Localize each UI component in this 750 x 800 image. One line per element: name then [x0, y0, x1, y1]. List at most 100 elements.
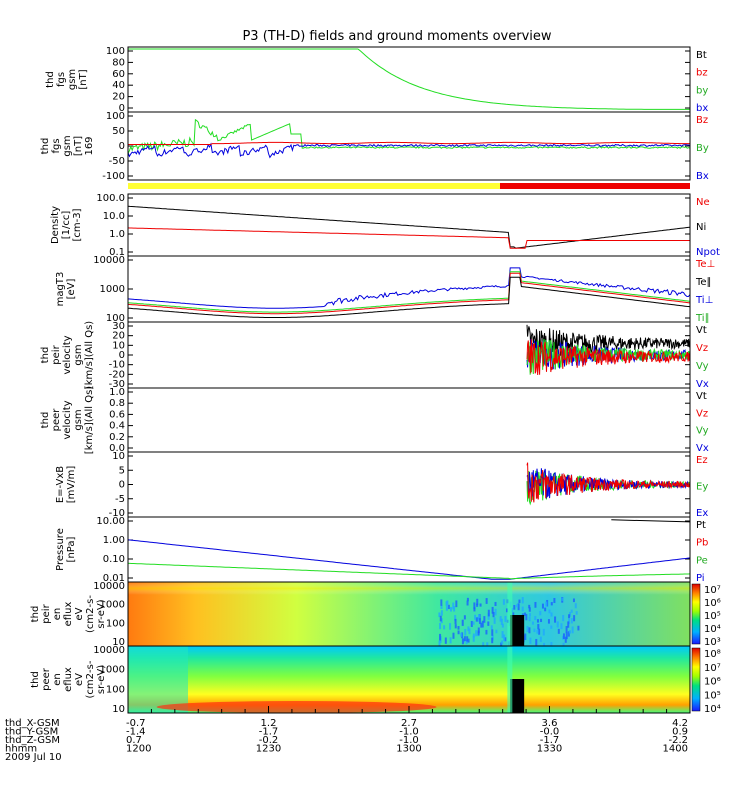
ion-speckle: [528, 627, 531, 634]
series-Pi: [127, 539, 691, 580]
ion-speckle: [536, 629, 539, 634]
status-bar-yellow: [128, 183, 500, 189]
ion-speckle: [461, 619, 464, 626]
ion-speckle: [438, 612, 441, 618]
ylabel-peir: [km/s](All Qs): [84, 321, 95, 389]
ylabel-fgs2: thd: [40, 138, 51, 155]
ion-speckle: [486, 642, 489, 648]
ion-speckle: [474, 614, 477, 620]
ylabel-peir: gsm: [73, 344, 84, 365]
ytick-peir: -20: [109, 369, 125, 380]
series-Pe: [127, 562, 691, 580]
colorbar-label-ion_spec: 10⁴: [704, 624, 721, 635]
ion-speckle: [461, 638, 464, 645]
ytick-peir: 0: [119, 350, 125, 361]
legend-fgs2: Bz: [696, 115, 708, 126]
ion-speckle: [518, 599, 521, 604]
ion-speckle: [562, 614, 565, 622]
ylabel-press: [nPa]: [66, 536, 77, 562]
x-value: 3.6: [542, 718, 558, 729]
ion-speckle: [528, 604, 531, 609]
ion-speckle: [478, 618, 481, 624]
ylabel-fgs2: [nT]: [73, 136, 84, 156]
ion-speckle: [476, 598, 479, 606]
x-value: 0.7: [126, 735, 142, 746]
ion-speckle: [540, 618, 543, 623]
ion-speckle: [560, 623, 563, 630]
ytick-dens: 1.0: [109, 229, 125, 240]
ion-speckle: [477, 616, 480, 622]
ion-speckle: [494, 601, 497, 607]
ylabel-peir: thd: [40, 347, 51, 364]
ion-speckle: [468, 628, 471, 635]
ytick-ion_spec: 1000: [100, 600, 125, 611]
ion-speckle: [504, 615, 507, 622]
legend-dens: Ne: [696, 197, 710, 208]
ylabel-fgs2: fgs: [51, 138, 62, 153]
ion-speckle: [505, 608, 508, 613]
ion-speckle: [534, 601, 537, 608]
ylabel-fgs2: gsm: [62, 135, 73, 156]
legend-peer: Vx: [696, 443, 709, 454]
ion-speckle: [547, 619, 550, 624]
ylabel-ion_spec: (cm2-s-: [85, 595, 96, 633]
ytick-efield: -5: [115, 494, 125, 505]
ion-speckle: [485, 598, 488, 604]
ylabel-peer: thd: [40, 412, 51, 429]
x-value: 1400: [663, 744, 688, 755]
ion-speckle: [568, 614, 571, 619]
colorbar-label-ion_spec: 10³: [704, 637, 721, 648]
ion-speckle: [463, 615, 466, 620]
ytick-peir: 30: [112, 321, 125, 332]
ytick-ele_spec: 100: [106, 684, 125, 695]
ion-speckle: [550, 625, 553, 629]
ylabel-temp: [eV]: [66, 279, 77, 300]
ytick-efield: 5: [119, 465, 125, 476]
ion-speckle: [476, 603, 479, 607]
ylabel-ele_spec: peer: [41, 667, 52, 691]
ion-speckle: [500, 642, 503, 649]
ion-speckle: [466, 636, 469, 642]
ion-speckle: [500, 618, 503, 625]
ion-speckle: [577, 625, 580, 631]
ion-speckle: [521, 613, 524, 617]
legend-peir: Vz: [696, 343, 708, 354]
ytick-fgs: 0: [119, 103, 125, 114]
ion-speckle: [503, 634, 506, 641]
ion-speckle: [491, 606, 494, 614]
ion-speckle: [465, 639, 468, 645]
ion-speckle: [490, 625, 493, 630]
ion-speckle: [439, 622, 442, 630]
ylabel-ion_spec: en: [52, 608, 63, 621]
ion-speckle: [541, 603, 544, 609]
ion-speckle: [483, 616, 486, 623]
ytick-dens: 100.0: [96, 193, 125, 204]
ylabel-fgs2: 169: [84, 136, 95, 155]
ylabel-peer: [km/s](All Qs): [84, 386, 95, 454]
ion-speckle: [472, 633, 475, 638]
ion-speckle: [452, 602, 455, 610]
ion-speckle: [537, 624, 540, 630]
ylabel-ion_spec: thd: [30, 606, 41, 623]
ion-speckle: [449, 637, 452, 644]
ion-speckle: [454, 624, 457, 629]
ytick-peer: 0.2: [109, 432, 125, 443]
ion-speckle: [504, 637, 507, 642]
ion-speckle: [529, 637, 532, 644]
panel-frame-fgs2: [127, 111, 691, 181]
legend-peir: Vy: [696, 361, 709, 372]
legend-temp: Ti⊥: [695, 295, 713, 306]
x-row-label: thd_X-GSM: [5, 718, 60, 729]
ytick-ion_spec: 100: [106, 618, 125, 629]
ion-speckle: [565, 626, 568, 633]
legend-fgs: Bt: [696, 50, 707, 61]
x-value: -0.7: [126, 718, 146, 729]
ylabel-ion_spec: sr-eV): [96, 599, 107, 628]
ion-speckle: [545, 601, 548, 607]
ytick-peer: 0.0: [109, 443, 125, 454]
ion-speckle: [553, 597, 556, 604]
ytick-efield: -10: [109, 508, 125, 519]
ytick-peer: 0.4: [109, 421, 125, 432]
x-value: 1230: [256, 744, 281, 755]
